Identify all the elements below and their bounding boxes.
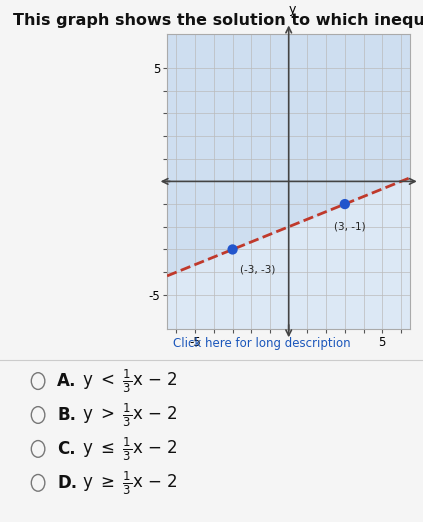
Text: (-3, -3): (-3, -3): [240, 264, 275, 274]
Text: (3, -1): (3, -1): [334, 221, 365, 231]
Point: [341, 200, 348, 208]
Point: [229, 245, 236, 254]
Text: Click here for long description: Click here for long description: [173, 337, 351, 350]
Text: y: y: [289, 3, 296, 16]
Text: A.: A.: [57, 372, 77, 390]
Text: y $\geq$ $\frac{1}{3}$x $-$ 2: y $\geq$ $\frac{1}{3}$x $-$ 2: [82, 469, 178, 496]
Text: This graph shows the solution to which inequality?: This graph shows the solution to which i…: [13, 13, 423, 28]
Text: D.: D.: [57, 474, 77, 492]
Text: B.: B.: [57, 406, 76, 424]
Text: y $<$ $\frac{1}{3}$x $-$ 2: y $<$ $\frac{1}{3}$x $-$ 2: [82, 367, 178, 395]
Text: C.: C.: [57, 440, 76, 458]
Text: y $\leq$ $\frac{1}{3}$x $-$ 2: y $\leq$ $\frac{1}{3}$x $-$ 2: [82, 435, 178, 462]
Text: y $>$ $\frac{1}{3}$x $-$ 2: y $>$ $\frac{1}{3}$x $-$ 2: [82, 401, 178, 429]
